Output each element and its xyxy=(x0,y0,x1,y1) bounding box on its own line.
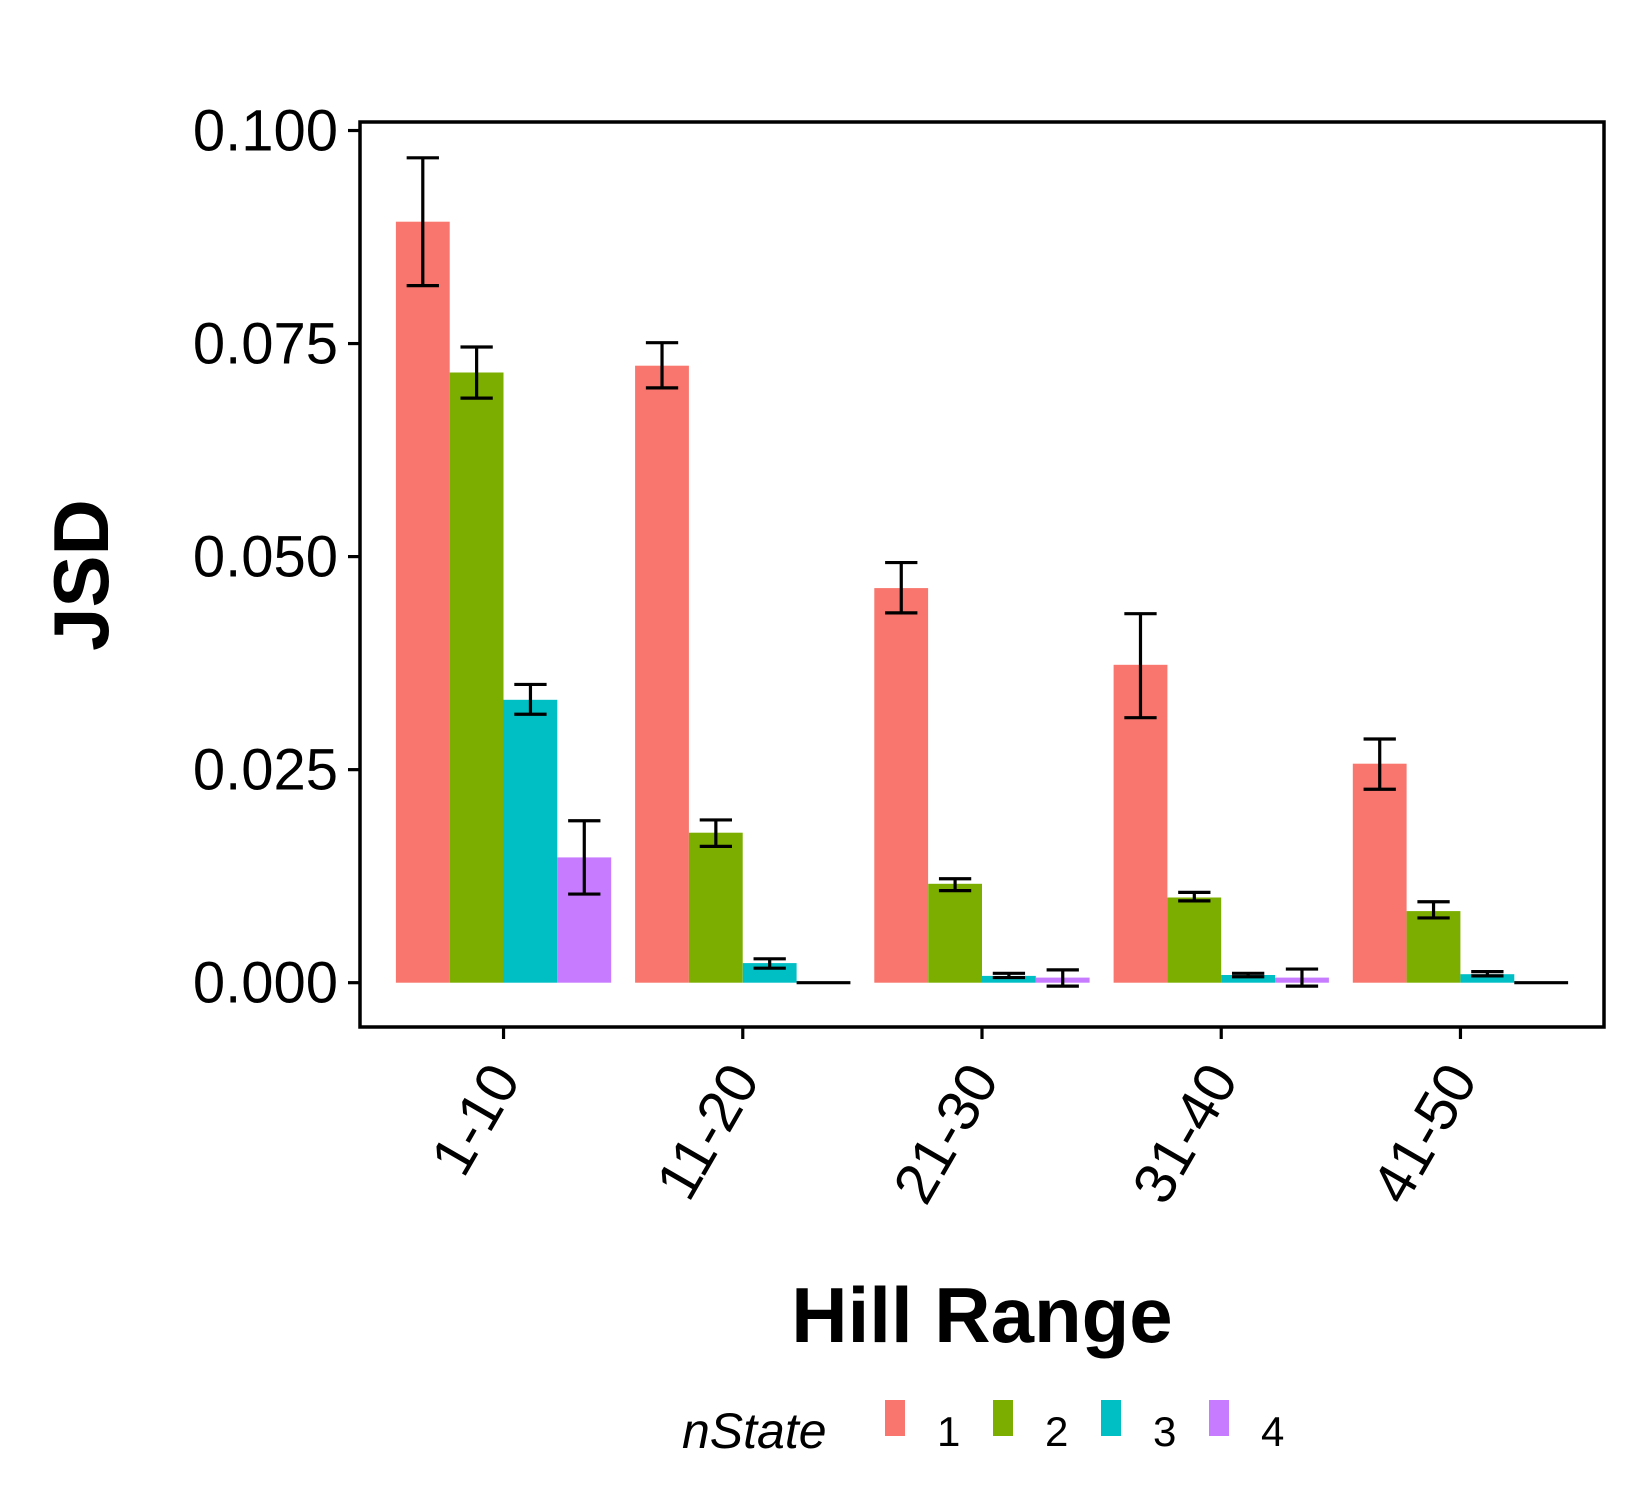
x-axis-title: Hill Range xyxy=(791,1271,1172,1359)
y-tick-label: 0.100 xyxy=(193,99,338,164)
legend-item-nstate-1: 1 xyxy=(885,1400,960,1455)
legend-title: nState xyxy=(682,1403,827,1459)
legend-item-nstate-3: 3 xyxy=(1101,1400,1176,1455)
error-bar-11-20-nstate-1 xyxy=(645,341,679,390)
bar-41-50-nstate-1 xyxy=(1352,763,1407,983)
legend-item-nstate-4: 4 xyxy=(1209,1400,1284,1455)
error-bar-21-30-nstate-2 xyxy=(938,877,972,893)
bar-21-30-nstate-1 xyxy=(874,588,929,983)
error-bar-31-40-nstate-4 xyxy=(1285,967,1319,988)
y-axis: 0.000 0.025 0.050 0.075 0.100 xyxy=(193,99,360,1016)
bar-1-10-nstate-2 xyxy=(449,372,504,983)
legend-key xyxy=(1209,1400,1229,1436)
error-bar-31-40-nstate-2 xyxy=(1178,890,1211,903)
error-bar-41-50-nstate-3 xyxy=(1471,970,1504,978)
error-bar-41-50-nstate-1 xyxy=(1363,737,1396,791)
legend-key xyxy=(1101,1400,1121,1436)
legend-item-nstate-2: 2 xyxy=(993,1400,1068,1455)
bar-11-20-nstate-1 xyxy=(635,365,689,983)
error-bar-11-20-nstate-2 xyxy=(699,818,733,848)
y-axis-title: JSD xyxy=(37,499,125,651)
legend-label: 4 xyxy=(1261,1408,1284,1455)
bar-21-30-nstate-3 xyxy=(982,975,1036,983)
legend-label: 2 xyxy=(1045,1408,1068,1455)
bar-1-10-nstate-3 xyxy=(503,699,558,983)
bar-41-50-nstate-3 xyxy=(1460,974,1515,983)
legend-label: 3 xyxy=(1153,1408,1176,1455)
y-tick-label: 0.025 xyxy=(193,738,338,803)
legend-key xyxy=(885,1400,905,1436)
error-bar-1-10-nstate-1 xyxy=(406,156,439,288)
y-tick-label: 0.075 xyxy=(193,312,338,377)
error-bar-1-10-nstate-2 xyxy=(460,345,493,400)
error-bar-41-50-nstate-2 xyxy=(1417,900,1450,920)
bar-31-40-nstate-2 xyxy=(1167,897,1222,983)
bar-11-20-nstate-2 xyxy=(688,832,743,983)
bar-31-40-nstate-3 xyxy=(1221,975,1275,983)
legend-key xyxy=(993,1400,1013,1436)
error-bar-31-40-nstate-1 xyxy=(1124,612,1157,720)
legend: nState 1 2 3 4 xyxy=(682,1400,1284,1459)
error-bar-21-30-nstate-3 xyxy=(992,971,1026,980)
error-bar-21-30-nstate-4 xyxy=(1046,968,1079,988)
error-bar-21-30-nstate-1 xyxy=(885,560,918,615)
error-bar-1-10-nstate-4 xyxy=(568,819,601,896)
bar-21-30-nstate-2 xyxy=(928,883,982,983)
legend-label: 1 xyxy=(937,1408,960,1455)
error-bar-11-20-nstate-3 xyxy=(753,957,786,970)
error-bar-31-40-nstate-3 xyxy=(1231,971,1265,979)
bar-41-50-nstate-2 xyxy=(1406,911,1461,983)
y-tick-label: 0.050 xyxy=(193,525,338,590)
error-bars-layer xyxy=(406,156,1569,988)
y-tick-label: 0.000 xyxy=(193,951,338,1016)
bar-1-10-nstate-1 xyxy=(395,221,450,983)
error-bar-1-10-nstate-3 xyxy=(514,682,547,716)
